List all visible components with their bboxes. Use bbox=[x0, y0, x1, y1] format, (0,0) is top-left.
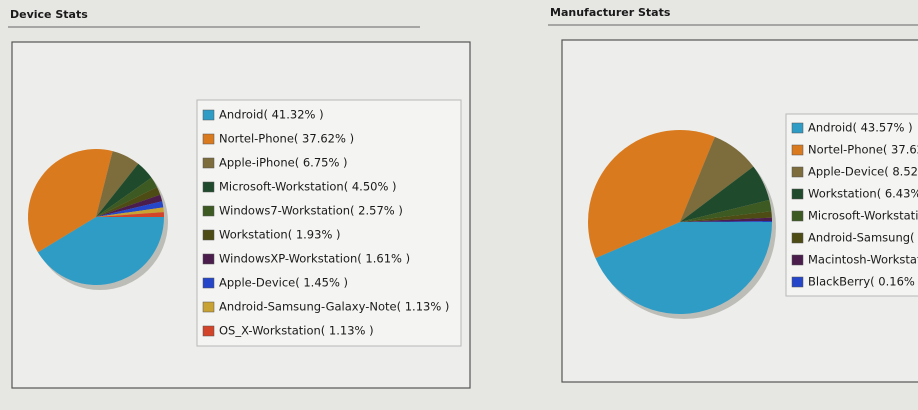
pie-slice bbox=[96, 163, 152, 217]
legend-swatch bbox=[202, 157, 215, 169]
legend-swatch bbox=[791, 166, 804, 178]
pie-slice bbox=[37, 217, 165, 286]
legend-label: Android-Samsung( bbox=[808, 231, 915, 245]
legend-label: OS_X-Workstation( 1.13% ) bbox=[219, 324, 374, 338]
legend-label: Android( 43.57% ) bbox=[808, 121, 913, 135]
pie-slice bbox=[680, 199, 772, 222]
legend-label: Microsoft-Workstatio bbox=[808, 209, 918, 223]
section-title: Device Stats bbox=[10, 8, 88, 21]
pie-slice bbox=[96, 201, 164, 217]
legend-swatch bbox=[202, 253, 215, 265]
legend-swatch bbox=[791, 122, 804, 134]
legend-label: WindowsXP-Workstation( 1.61% ) bbox=[219, 252, 410, 266]
legend-swatch bbox=[791, 144, 804, 156]
legend-box bbox=[785, 113, 918, 297]
legend-label: Android-Samsung-Galaxy-Note( 1.13% ) bbox=[219, 300, 449, 314]
legend-swatch bbox=[791, 276, 804, 288]
legend-swatch bbox=[202, 325, 215, 337]
legend-label: Apple-Device( 8.52% bbox=[808, 165, 918, 179]
legend-swatch bbox=[791, 210, 804, 222]
legend-label: Workstation( 6.43% bbox=[808, 187, 918, 201]
pie-slice bbox=[680, 217, 772, 222]
legend-swatch bbox=[791, 254, 804, 266]
pie-slice bbox=[96, 207, 164, 217]
pie-slice bbox=[680, 221, 772, 222]
legend-swatch bbox=[202, 181, 215, 193]
pie-slice bbox=[680, 166, 770, 222]
legend-label: Nortel-Phone( 37.62% bbox=[808, 143, 918, 157]
pie-slice bbox=[680, 211, 772, 222]
legend-swatch bbox=[791, 188, 804, 200]
legend-swatch bbox=[202, 229, 215, 241]
section-title: Manufacturer Stats bbox=[550, 6, 671, 19]
legend-label: Nortel-Phone( 37.62% ) bbox=[219, 132, 354, 146]
pie-slice bbox=[96, 194, 163, 217]
legend-box bbox=[196, 99, 462, 347]
legend-label: Workstation( 1.93% ) bbox=[219, 228, 341, 242]
legend-label: BlackBerry( 0.16% bbox=[808, 275, 915, 289]
pie-slice bbox=[680, 136, 754, 222]
pie-slice bbox=[27, 149, 113, 253]
pie-slice bbox=[588, 129, 715, 259]
pie-slice bbox=[96, 212, 164, 217]
legend-label: Apple-Device( 1.45% ) bbox=[219, 276, 348, 290]
legend-swatch bbox=[202, 301, 215, 313]
pie-slice bbox=[595, 222, 772, 315]
legend-swatch bbox=[202, 277, 215, 289]
legend-swatch bbox=[202, 109, 215, 121]
legend-label: Android( 41.32% ) bbox=[219, 108, 324, 122]
pie-slice bbox=[96, 177, 158, 217]
pie-slice bbox=[96, 187, 161, 217]
pie-slice bbox=[96, 151, 139, 217]
legend-swatch bbox=[202, 205, 215, 217]
legend-swatch bbox=[202, 133, 215, 145]
legend-swatch bbox=[791, 232, 804, 244]
legend-label: Microsoft-Workstation( 4.50% ) bbox=[219, 180, 397, 194]
legend-label: Macintosh-Workstat bbox=[808, 253, 918, 267]
legend-label: Apple-iPhone( 6.75% ) bbox=[219, 156, 348, 170]
legend-label: Windows7-Workstation( 2.57% ) bbox=[219, 204, 403, 218]
